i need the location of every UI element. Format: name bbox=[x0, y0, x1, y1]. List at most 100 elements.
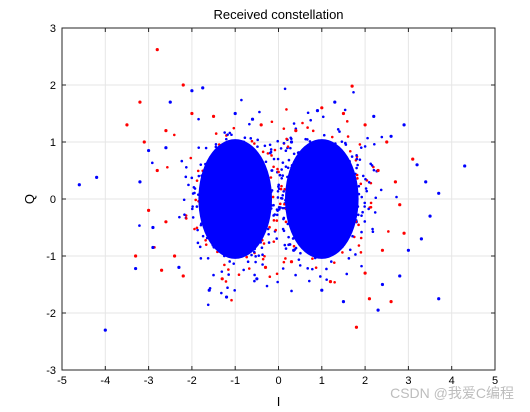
outlier-point bbox=[155, 48, 159, 52]
outlier-point bbox=[372, 114, 376, 118]
scatter-point bbox=[185, 217, 188, 220]
outlier-point bbox=[428, 214, 432, 218]
scatter-point bbox=[195, 205, 199, 208]
outlier-point bbox=[463, 164, 467, 168]
scatter-point bbox=[273, 213, 277, 216]
scatter-point bbox=[280, 197, 284, 200]
outlier-point bbox=[95, 175, 99, 179]
scatter-point bbox=[379, 188, 383, 192]
scatter-point bbox=[232, 262, 236, 265]
outlier-point bbox=[289, 140, 294, 144]
scatter-point bbox=[254, 255, 257, 258]
scatter-point bbox=[272, 165, 275, 169]
scatter-point bbox=[223, 263, 226, 267]
scatter-point bbox=[271, 195, 275, 199]
scatter-point bbox=[253, 142, 256, 145]
scatter-point bbox=[371, 227, 374, 231]
scatter-point bbox=[224, 280, 228, 283]
scatter-point bbox=[185, 166, 188, 169]
scatter-point bbox=[358, 158, 362, 161]
x-tick-label: 1 bbox=[319, 375, 325, 387]
scatter-point bbox=[187, 183, 190, 187]
scatter-point bbox=[195, 179, 199, 182]
scatter-point bbox=[138, 224, 141, 227]
scatter-point bbox=[197, 174, 201, 178]
scatter-point bbox=[307, 279, 311, 283]
scatter-point bbox=[243, 136, 247, 140]
outlier-point bbox=[255, 277, 259, 281]
outlier-point bbox=[328, 280, 333, 284]
scatter-point bbox=[294, 273, 297, 277]
scatter-point bbox=[365, 189, 369, 193]
scatter-point bbox=[355, 157, 359, 161]
scatter-point bbox=[281, 161, 285, 164]
scatter-point bbox=[199, 257, 203, 260]
scatter-point bbox=[357, 184, 361, 188]
scatter-point bbox=[272, 157, 276, 161]
scatter-point bbox=[285, 137, 288, 141]
scatter-point bbox=[192, 186, 196, 189]
x-tick-label: -3 bbox=[144, 375, 154, 387]
scatter-point bbox=[363, 201, 367, 205]
scatter-point bbox=[345, 120, 349, 123]
scatter-point bbox=[330, 135, 334, 139]
scatter-point bbox=[245, 255, 248, 259]
x-tick-label: 3 bbox=[405, 375, 411, 387]
watermark: CSDN @我爱C编程 bbox=[390, 385, 514, 401]
scatter-point bbox=[276, 157, 280, 161]
scatter-point bbox=[274, 228, 278, 232]
scatter-point bbox=[276, 139, 280, 143]
scatter-point bbox=[361, 174, 365, 178]
scatter-point bbox=[395, 195, 398, 199]
scatter-point bbox=[371, 230, 375, 234]
scatter-point bbox=[356, 177, 359, 180]
scatter-point bbox=[190, 176, 194, 180]
scatter-point bbox=[230, 133, 233, 137]
scatter-point bbox=[227, 273, 230, 276]
scatter-point bbox=[357, 223, 360, 227]
scatter-point bbox=[306, 138, 309, 141]
scatter-point bbox=[282, 229, 286, 233]
scatter-point bbox=[282, 141, 286, 145]
outlier-point bbox=[263, 265, 268, 269]
scatter-point bbox=[309, 118, 312, 122]
scatter-point bbox=[314, 266, 318, 269]
outlier-point bbox=[164, 129, 168, 133]
outlier-point bbox=[147, 208, 151, 212]
scatter-point bbox=[363, 145, 367, 148]
scatter-point bbox=[311, 129, 315, 133]
scatter-point bbox=[284, 257, 287, 260]
scatter-point bbox=[268, 275, 272, 279]
scatter-point bbox=[270, 169, 273, 172]
outlier-point bbox=[164, 220, 168, 224]
scatter-points bbox=[77, 48, 467, 332]
scatter-point bbox=[277, 170, 280, 174]
scatter-point bbox=[276, 280, 279, 284]
scatter-point bbox=[279, 206, 282, 209]
y-axis-label: Q bbox=[22, 194, 37, 204]
outlier-point bbox=[389, 134, 393, 138]
scatter-point bbox=[364, 177, 367, 181]
scatter-point bbox=[292, 122, 296, 125]
scatter-point bbox=[250, 139, 254, 143]
scatter-point bbox=[268, 143, 272, 147]
scatter-point bbox=[151, 161, 154, 165]
scatter-point bbox=[286, 166, 290, 170]
scatter-point bbox=[306, 267, 309, 270]
scatter-point bbox=[356, 163, 359, 167]
x-axis-label: I bbox=[277, 394, 281, 409]
scatter-point bbox=[359, 146, 363, 149]
scatter-point bbox=[372, 168, 376, 172]
scatter-point bbox=[301, 121, 304, 125]
x-tick-label: 0 bbox=[275, 375, 281, 387]
outlier-point bbox=[341, 300, 346, 304]
scatter-point bbox=[279, 147, 283, 150]
scatter-point bbox=[289, 136, 293, 140]
scatter-point bbox=[253, 273, 256, 277]
scatter-point bbox=[311, 267, 314, 271]
scatter-point bbox=[286, 145, 290, 148]
scatter-point bbox=[361, 210, 364, 214]
scatter-point bbox=[341, 251, 344, 254]
scatter-point bbox=[278, 173, 282, 177]
scatter-point bbox=[297, 258, 301, 261]
